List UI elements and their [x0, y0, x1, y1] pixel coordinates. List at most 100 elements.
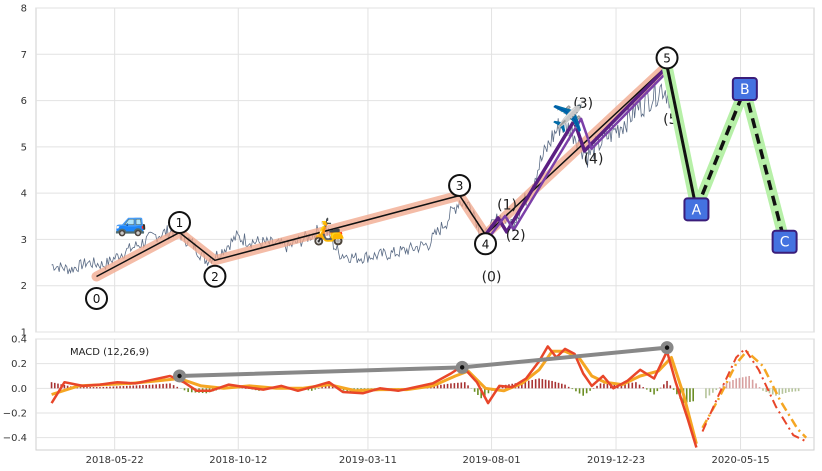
price-y-tick-label: 2	[21, 281, 27, 292]
forecast-signal-line	[701, 349, 808, 439]
forecast-histogram-bar	[708, 388, 711, 396]
emoji-marker: 🛵	[313, 217, 345, 247]
macd-histogram-bar	[328, 384, 330, 389]
forecast-histogram-bar	[741, 377, 744, 389]
price-series-line	[51, 77, 696, 275]
forecast-histogram-bar	[758, 387, 761, 389]
macd-histogram-bar	[436, 385, 439, 389]
macd-histogram-bar	[50, 382, 53, 389]
macd-y-tick-label: −0.2	[3, 409, 27, 420]
macd-histogram-bar	[57, 383, 59, 389]
macd-histogram-bar	[524, 381, 527, 389]
macd-histogram-bar	[155, 384, 157, 389]
macd-histogram-bar	[132, 385, 135, 389]
forecast-histogram-bar	[791, 388, 793, 392]
macd-histogram-bar	[548, 380, 550, 389]
macd-histogram-bar	[148, 384, 151, 389]
x-tick-label: 2019-12-23	[587, 455, 645, 466]
forecast-histogram-bar	[788, 388, 790, 393]
macd-histogram-bar	[659, 387, 662, 389]
macd-histogram-bar	[585, 388, 588, 394]
macd-histogram-bar	[567, 386, 570, 389]
correction-line-a	[665, 65, 698, 210]
macd-panel: 2018-05-22 2018-10-12 2019-03-11 2019-08-01…	[3, 335, 815, 466]
macd-histogram-bar	[620, 384, 623, 389]
macd-histogram-bar	[534, 379, 537, 389]
wave-label: 3	[456, 179, 464, 193]
emoji-marker: 🚙	[115, 208, 147, 238]
macd-histogram-bar	[317, 388, 320, 389]
macd-histogram-bar	[541, 379, 544, 389]
x-tick-label: 2019-08-01	[462, 455, 520, 466]
macd-histogram-bar	[564, 384, 566, 389]
macd-histogram-bar	[480, 388, 482, 399]
macd-histogram-bar	[642, 387, 644, 389]
macd-histogram-bar	[119, 386, 121, 389]
macd-histogram-bar	[165, 383, 168, 389]
macd-histogram-bar	[331, 386, 334, 389]
forecast-histogram-bar	[745, 376, 747, 389]
macd-histogram-bar	[666, 380, 668, 389]
wave-label: 2	[211, 270, 219, 284]
macd-histogram-bar	[129, 385, 131, 389]
macd-histogram-bar	[592, 388, 595, 389]
macd-histogram-bar	[112, 386, 115, 389]
macd-histogram-bar	[183, 388, 186, 391]
forecast-histogram-bar	[725, 383, 728, 389]
price-y-tick-label: 3	[21, 235, 27, 246]
wave-label: 5	[663, 51, 671, 65]
subwave-label: (1)	[497, 198, 517, 214]
divergence-marker-dot	[459, 365, 465, 370]
divergence-marker-dot	[177, 373, 182, 379]
macd-histogram-bar	[109, 386, 111, 389]
macd-histogram-bar	[446, 383, 449, 389]
price-y-tick-label: 6	[21, 96, 27, 107]
macd-histogram-bar	[477, 388, 479, 395]
macd-histogram-bar	[138, 385, 141, 389]
price-y-tick-label: 4	[21, 189, 27, 200]
macd-histogram-bar	[649, 388, 652, 393]
macd-histogram-bar	[544, 379, 547, 389]
forecast-histogram-bar	[715, 388, 718, 391]
macd-histogram-bar	[467, 385, 469, 389]
price-y-tick-label: 7	[21, 50, 27, 61]
correction-box-B	[731, 77, 758, 101]
correction-box-C	[771, 229, 798, 254]
macd-histogram-bar	[635, 382, 637, 389]
price-y-tick-label: 1	[21, 328, 27, 339]
forecast-histogram-bar	[781, 388, 784, 394]
macd-histogram-bar	[578, 388, 581, 394]
macd-histogram-bar	[656, 388, 659, 392]
wave-circle-0	[85, 286, 109, 310]
macd-histogram-bar	[324, 385, 327, 389]
forecast-histogram-bar	[751, 379, 754, 389]
macd-histogram-bar	[596, 385, 598, 389]
subwave-line-inner	[488, 67, 672, 238]
macd-histogram-bar	[440, 384, 442, 389]
wave-circle-3	[448, 173, 472, 197]
macd-histogram-bar	[460, 382, 463, 389]
macd-histogram-bar	[571, 388, 574, 390]
macd-histogram-bar	[457, 382, 459, 389]
price-y-tick-label: 5	[21, 142, 27, 153]
forecast-histogram-bar	[738, 377, 741, 389]
wave-circle-4	[474, 232, 498, 256]
macd-histogram-bar	[453, 383, 456, 389]
wave-line	[96, 65, 668, 278]
subwave-label: (3)	[573, 96, 593, 112]
macd-histogram-bar	[531, 379, 533, 389]
macd-histogram-bar	[551, 380, 553, 389]
macd-y-tick-label: −0.4	[3, 433, 27, 444]
forecast-histogram-bar	[794, 388, 797, 392]
macd-histogram-bar	[672, 388, 675, 390]
price-y-tick-label: 8	[21, 4, 27, 15]
forecast-histogram-bar	[784, 388, 787, 393]
macd-histogram-bar	[135, 385, 138, 389]
x-tick-label: 2018-05-22	[86, 455, 144, 466]
macd-histogram-bar	[663, 384, 665, 389]
forecast-histogram-bar	[718, 387, 721, 389]
x-tick-label: 2018-10-12	[209, 455, 267, 466]
macd-histogram-bar	[463, 382, 466, 389]
